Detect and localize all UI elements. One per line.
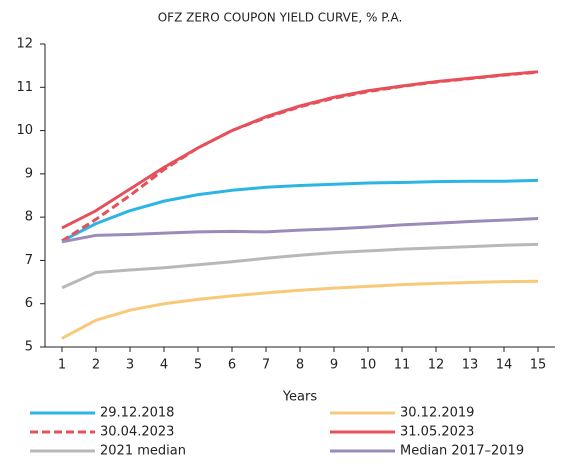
chart-title: OFZ ZERO COUPON YIELD CURVE, % P.A.	[158, 11, 403, 25]
x-tick-label: 12	[428, 358, 445, 373]
series-line	[61, 242, 539, 290]
y-tick-label: 7	[25, 253, 33, 268]
x-axis-label: Years	[282, 390, 318, 405]
legend-label: 30.12.2019	[400, 406, 474, 421]
x-tick-label: 11	[394, 358, 411, 373]
series-line	[61, 216, 539, 244]
y-tick-label: 8	[25, 210, 33, 225]
x-tick-label: 7	[262, 358, 270, 373]
series-line	[61, 279, 539, 340]
x-tick-label: 14	[496, 358, 513, 373]
x-tick-label: 4	[160, 358, 168, 373]
x-tick-label: 10	[360, 358, 377, 373]
series-line	[61, 70, 539, 243]
legend-label: 2021 median	[100, 444, 186, 459]
x-tick-label: 3	[126, 358, 134, 373]
x-tick-label: 9	[330, 358, 338, 373]
legend-label: 31.05.2023	[400, 425, 474, 440]
series-line	[61, 70, 539, 230]
x-tick-label: 6	[228, 358, 236, 373]
y-tick-label: 5	[25, 340, 33, 355]
x-tick-label: 15	[530, 358, 547, 373]
x-tick-label: 8	[296, 358, 304, 373]
y-tick-label: 10	[16, 123, 33, 138]
y-tick-label: 12	[16, 37, 33, 52]
legend-label: 29.12.2018	[100, 406, 174, 421]
x-tick-label: 2	[92, 358, 100, 373]
y-tick-label: 9	[25, 166, 33, 181]
y-tick-label: 6	[25, 296, 33, 311]
x-tick-label: 5	[194, 358, 202, 373]
legend-label: Median 2017–2019	[400, 444, 524, 459]
series-line	[61, 178, 539, 243]
x-tick-label: 13	[462, 358, 479, 373]
x-tick-label: 1	[58, 358, 66, 373]
y-tick-label: 11	[16, 80, 33, 95]
legend-label: 30.04.2023	[100, 425, 174, 440]
